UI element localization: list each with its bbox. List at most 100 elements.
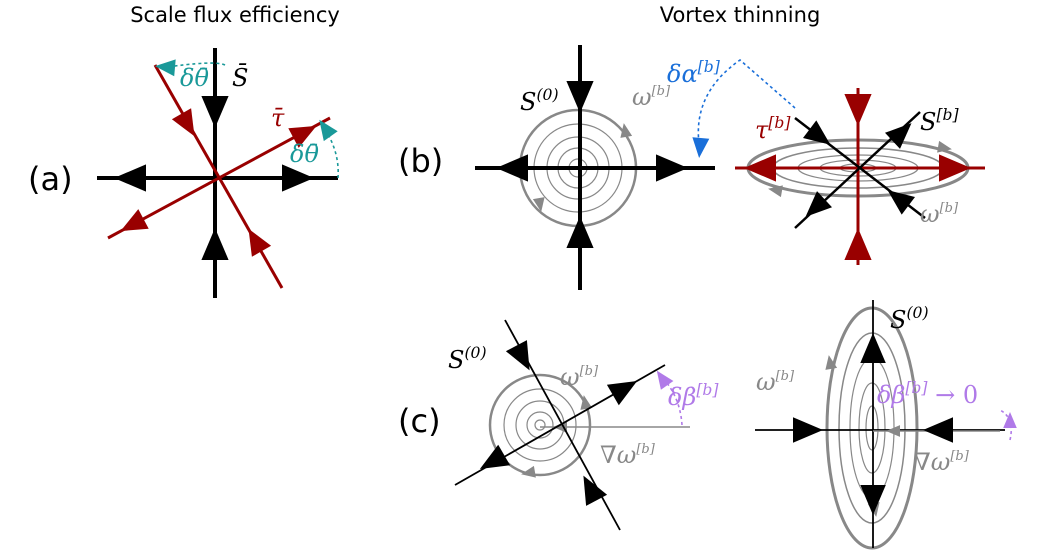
arrowhead — [505, 340, 530, 371]
label-base: S — [890, 306, 906, 334]
arrowhead — [793, 417, 823, 443]
math-label: δβ[b] — [668, 381, 719, 411]
labels: S̄τ̄δθ̄δθ̄S(0) ω[b]δα[b]τ[b] S[b]ω[b]S(0)ω… — [180, 58, 978, 476]
arrowhead — [768, 185, 783, 198]
math-label: S(0) — [448, 344, 487, 374]
contour — [515, 400, 565, 450]
label-sup: [b] — [652, 84, 671, 99]
label-base: ∇ω — [914, 448, 950, 476]
label-base: δα — [667, 60, 698, 88]
contour — [865, 405, 879, 451]
contour — [849, 357, 895, 499]
label-base: ω — [756, 368, 776, 396]
arrowhead — [937, 140, 952, 153]
label-base: δβ — [668, 383, 696, 411]
panel-label: (b) — [398, 142, 443, 180]
arrowhead — [171, 108, 195, 137]
label-tail: → 0 — [927, 381, 978, 409]
math-label: δβ[b] → 0 — [877, 379, 978, 409]
label-sup: [b] — [950, 449, 969, 464]
arrowhead — [282, 164, 314, 192]
arrowhead — [201, 96, 229, 128]
arrowhead — [155, 59, 176, 77]
arrowhead — [120, 209, 149, 232]
math-label: δθ̄ — [290, 140, 319, 168]
contour — [526, 411, 554, 439]
label-sup: (0) — [464, 344, 486, 362]
arrowhead — [553, 421, 567, 433]
arrowhead — [248, 228, 272, 257]
math-label: ω[b] — [632, 83, 671, 111]
arrowhead — [860, 485, 886, 515]
arrowhead — [886, 425, 900, 437]
math-label: ω[b] — [560, 363, 599, 391]
label-sup: [b] — [636, 442, 655, 457]
contour — [503, 388, 577, 462]
arrowhead — [583, 475, 608, 506]
math-label: ω[b] — [756, 368, 795, 396]
math-label: S(0) — [890, 304, 929, 334]
label-base: τ̄ — [271, 104, 285, 132]
contour — [858, 382, 886, 474]
contour — [825, 306, 919, 550]
arrowhead — [201, 228, 229, 260]
label-base: S̄ — [232, 64, 248, 92]
line — [107, 116, 331, 240]
title: Scale flux efficiency — [130, 3, 340, 27]
label-base: S — [448, 346, 464, 374]
arrowhead — [114, 164, 146, 192]
contour — [534, 419, 546, 431]
arrowhead — [803, 120, 831, 145]
label-sup: [b] — [580, 364, 599, 379]
panel-label: (a) — [28, 160, 73, 198]
math-label: S[b] — [920, 106, 960, 136]
arrowhead — [844, 94, 872, 126]
arrowhead — [532, 197, 545, 212]
math-label: ∇ω[b] — [914, 448, 970, 476]
label-sup: [b] — [905, 379, 928, 397]
math-label: δθ̄ — [180, 64, 209, 92]
label-sup: [b] — [698, 58, 721, 76]
label-base: τ — [755, 116, 769, 144]
label-base: S — [920, 108, 936, 136]
label-sup: [b] — [776, 369, 795, 384]
arrowhead — [566, 81, 594, 113]
arrowhead — [885, 123, 912, 149]
arrowhead — [656, 154, 688, 182]
contour — [838, 332, 906, 524]
math-label: δα[b] — [667, 58, 721, 88]
arrowhead — [656, 370, 674, 390]
label-base: ω — [632, 83, 652, 111]
shapes — [97, 45, 1017, 550]
label-base: δθ̄ — [290, 140, 319, 168]
label-base: S — [520, 88, 536, 116]
panel-label: (c) — [398, 402, 441, 440]
label-sup: [b] — [768, 114, 791, 132]
contour — [488, 373, 592, 477]
label-sup: [b] — [940, 201, 959, 216]
arrowhead — [692, 137, 710, 158]
label-sup: [b] — [936, 106, 959, 124]
arrowhead — [923, 417, 953, 443]
arrowhead — [1003, 412, 1017, 428]
label-base: δβ — [877, 381, 905, 409]
label-base: δθ̄ — [180, 64, 209, 92]
label-sup: [b] — [696, 381, 719, 399]
arrowhead — [825, 355, 838, 370]
arrowhead — [887, 190, 915, 215]
title: Vortex thinning — [660, 3, 821, 27]
math-label: τ[b] — [755, 114, 791, 144]
arrowhead — [521, 465, 536, 478]
label-sup: (0) — [906, 304, 928, 322]
label-base: ω — [560, 363, 580, 391]
dashed-arrow — [697, 58, 796, 151]
arrowhead — [479, 444, 511, 469]
math-label: ω[b] — [920, 200, 959, 228]
math-label: S̄ — [232, 64, 248, 92]
arrowhead — [288, 125, 317, 148]
arrowhead — [496, 154, 528, 182]
arrowhead — [319, 119, 338, 142]
arrowhead — [620, 123, 633, 138]
arrowhead — [860, 333, 886, 363]
